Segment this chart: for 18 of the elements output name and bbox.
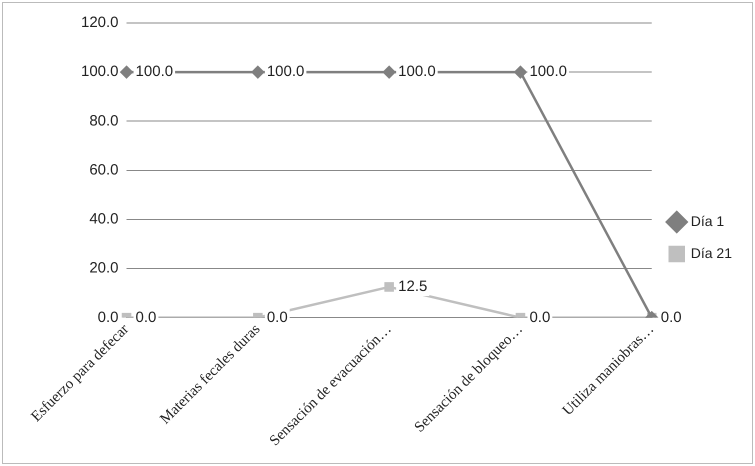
- data-label: 100.0: [136, 63, 174, 80]
- y-tick-label: 100.0: [80, 63, 119, 80]
- data-label: 100.0: [398, 63, 436, 80]
- data-label: 12.5: [398, 278, 428, 296]
- data-label: 0.0: [266, 308, 288, 326]
- legend-label: Día 1: [690, 212, 724, 229]
- y-tick-label: 0.0: [98, 308, 119, 326]
- legend-label: Día 21: [690, 244, 732, 261]
- data-label: 100.0: [529, 63, 567, 80]
- y-tick-label: 60.0: [89, 161, 119, 178]
- data-label: 0.0: [136, 308, 156, 326]
- y-tick-label: 20.0: [89, 260, 119, 277]
- data-label: 100.0: [266, 63, 304, 80]
- y-tick-label: 80.0: [89, 112, 119, 130]
- y-tick-label: 120.0: [80, 14, 119, 32]
- y-tick-label: 40.0: [89, 210, 119, 228]
- data-label: 0.0: [529, 308, 550, 326]
- data-label: 0.0: [660, 308, 682, 326]
